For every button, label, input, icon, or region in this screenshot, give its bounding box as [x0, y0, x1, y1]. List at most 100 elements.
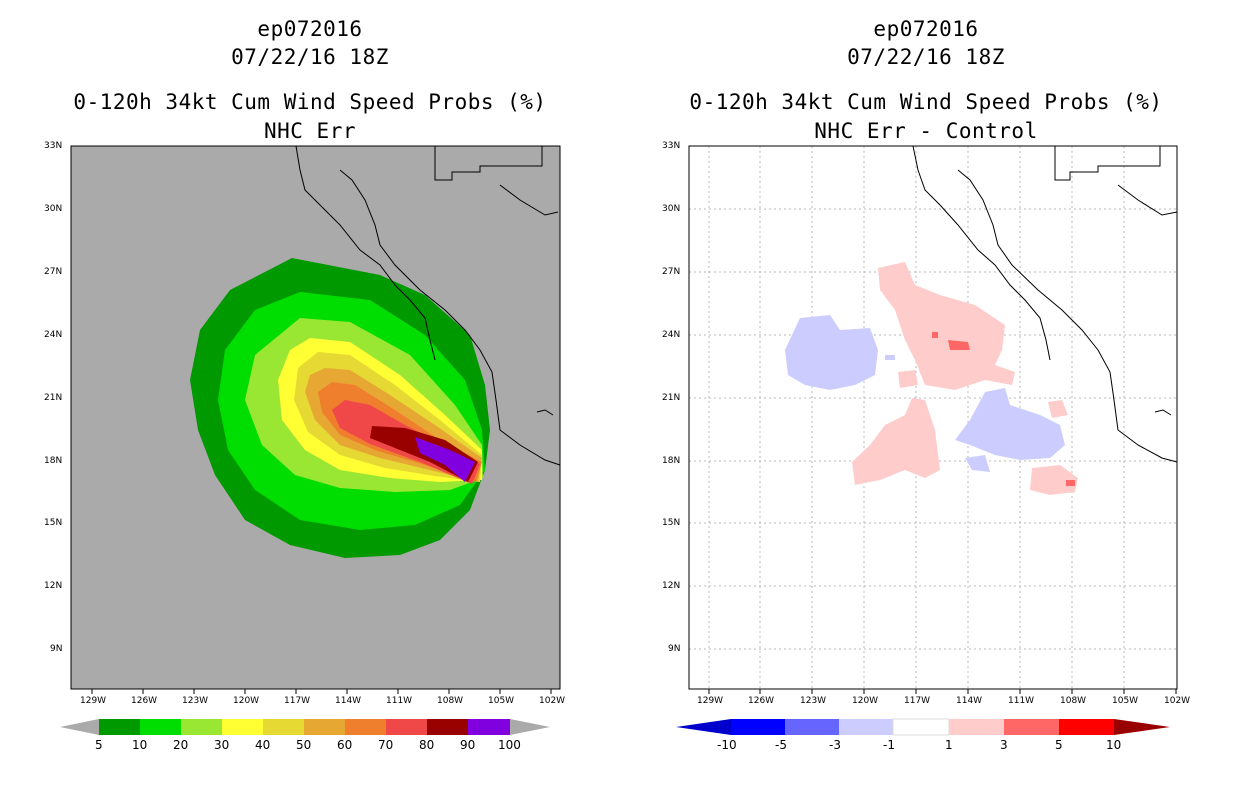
left-lon-label-123w: 123W: [182, 696, 209, 706]
left-colorbar-label-90: 90: [460, 738, 476, 752]
right-colorbar-label-m1: -1: [883, 738, 895, 752]
diff-negative-speck: [885, 355, 895, 360]
left-lon-label-111w: 111W: [386, 696, 413, 706]
right-storm-id: ep072016: [873, 17, 979, 41]
right-colorbar-swatch-m3-m1: [839, 719, 893, 735]
contour-90: [415, 437, 475, 482]
left-lat-label-27n: 27N: [44, 267, 63, 277]
left-colorbar-swatch-60-70: [345, 719, 386, 735]
left-colorbar-label-40: 40: [255, 738, 271, 752]
right-lon-label-111w: 111W: [1008, 696, 1035, 706]
right-map-panel: [688, 145, 1178, 694]
left-lon-label-102w: 102W: [539, 696, 566, 706]
left-subtitle: NHC Err: [263, 119, 356, 143]
right-colorbar-over-arrow: [1114, 719, 1170, 735]
right-lat-label-18n: 18N: [662, 456, 681, 466]
left-colorbar-swatch-30-40: [222, 719, 263, 735]
right-colorbar-swatch-m10-m5: [731, 719, 785, 735]
right-colorbar-label-m3: -3: [829, 738, 841, 752]
right-lat-label-33n: 33N: [662, 141, 681, 151]
left-lon-ticks: [91, 689, 552, 694]
diff-positive-patch-north: [878, 262, 1015, 390]
right-colorbar-label-1: 1: [945, 738, 953, 752]
left-colorbar-swatch-80-90: [427, 719, 468, 735]
left-colorbar-swatch-90-100: [468, 719, 510, 735]
left-colorbar-swatch-20-30: [181, 719, 222, 735]
right-lon-label-123w: 123W: [800, 696, 827, 706]
left-coastlines: [295, 145, 561, 466]
left-colorbar-label-5: 5: [95, 738, 103, 752]
left-colorbar-label-70: 70: [378, 738, 394, 752]
left-lon-label-114w: 114W: [335, 696, 362, 706]
diff-positive-patch-small: [898, 370, 918, 388]
right-lon-label-129w: 129W: [697, 696, 724, 706]
right-lon-label-126w: 126W: [748, 696, 775, 706]
right-lat-label-30n: 30N: [662, 204, 681, 214]
left-lon-label-120w: 120W: [233, 696, 260, 706]
right-lon-label-114w: 114W: [956, 696, 983, 706]
right-colorbar-label-m5: -5: [775, 738, 787, 752]
diff-positive-core-small: [932, 332, 938, 338]
right-lat-label-21n: 21N: [662, 393, 681, 403]
right-colorbar-swatch-m5-m3: [785, 719, 839, 735]
right-product-title: 0-120h 34kt Cum Wind Speed Probs (%): [689, 90, 1163, 114]
left-lat-label-30n: 30N: [44, 204, 63, 214]
right-lon-label-102w: 102W: [1164, 696, 1191, 706]
left-lon-label-129w: 129W: [80, 696, 107, 706]
right-lon-label-108w: 108W: [1060, 696, 1087, 706]
left-colorbar-swatch-10-20: [140, 719, 181, 735]
right-datetime: 07/22/16 18Z: [847, 45, 1005, 69]
right-lat-label-27n: 27N: [662, 267, 681, 277]
left-lat-label-12n: 12N: [44, 581, 63, 591]
left-colorbar-swatch-70-80: [386, 719, 427, 735]
diff-positive-patch-southeast: [1030, 465, 1078, 495]
right-colorbar: [676, 718, 1170, 736]
left-lon-label-117w: 117W: [284, 696, 311, 706]
right-colorbar-swatch-1-3: [949, 719, 1004, 735]
left-storm-id: ep072016: [257, 17, 363, 41]
left-colorbar-label-10: 10: [132, 738, 148, 752]
right-colorbar-under-arrow: [676, 719, 731, 735]
right-lat-label-24n: 24N: [662, 330, 681, 340]
left-colorbar-label-100: 100: [498, 738, 521, 752]
diff-positive-patch-southwest: [852, 398, 940, 485]
left-colorbar-swatch-50-60: [304, 719, 345, 735]
left-lat-label-18n: 18N: [44, 456, 63, 466]
right-map-background: [689, 146, 1177, 689]
left-lat-label-33n: 33N: [44, 141, 63, 151]
left-colorbar-label-80: 80: [419, 738, 435, 752]
left-lat-label-15n: 15N: [44, 518, 63, 528]
right-colorbar-label-5: 5: [1055, 738, 1063, 752]
diff-negative-patch-east: [955, 388, 1065, 460]
left-lon-label-126w: 126W: [131, 696, 158, 706]
right-lon-label-117w: 117W: [904, 696, 931, 706]
left-product-title: 0-120h 34kt Cum Wind Speed Probs (%): [73, 90, 547, 114]
left-colorbar: [60, 719, 550, 735]
left-lon-label-108w: 108W: [437, 696, 464, 706]
diff-positive-core: [948, 340, 970, 350]
left-colorbar-label-50: 50: [296, 738, 312, 752]
diff-positive-patch-east-small: [1048, 400, 1068, 418]
right-colorbar-swatch-5-10: [1059, 719, 1114, 735]
right-lat-label-9n: 9N: [668, 644, 681, 654]
left-colorbar-label-60: 60: [337, 738, 353, 752]
left-colorbar-swatch-40-50: [263, 719, 304, 735]
right-colorbar-swatch-3-5: [1004, 719, 1059, 735]
left-lat-label-9n: 9N: [50, 644, 63, 654]
right-colorbar-label-m10: -10: [717, 738, 737, 752]
diff-negative-speck-south: [965, 455, 990, 472]
left-colorbar-over-arrow: [510, 719, 550, 735]
right-colorbar-label-10: 10: [1106, 738, 1122, 752]
right-colorbar-label-3: 3: [1000, 738, 1008, 752]
left-colorbar-label-20: 20: [173, 738, 189, 752]
left-colorbar-label-30: 30: [214, 738, 230, 752]
right-lon-label-105w: 105W: [1112, 696, 1139, 706]
left-datetime: 07/22/16 18Z: [231, 45, 389, 69]
left-map-panel: [70, 145, 561, 694]
right-colorbar-swatch-m1-1: [892, 718, 950, 736]
right-lat-label-12n: 12N: [662, 581, 681, 591]
right-map-frame: [688, 145, 1178, 690]
right-lon-ticks: [708, 689, 1177, 694]
left-colorbar-under-arrow: [60, 719, 99, 735]
